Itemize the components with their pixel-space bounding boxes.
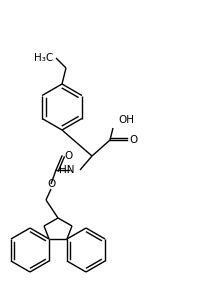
Text: O: O <box>47 179 55 189</box>
Text: O: O <box>129 135 137 145</box>
Text: O: O <box>64 151 72 161</box>
Text: H₃C: H₃C <box>34 53 53 63</box>
Text: OH: OH <box>118 115 134 125</box>
Text: HN: HN <box>59 165 74 175</box>
